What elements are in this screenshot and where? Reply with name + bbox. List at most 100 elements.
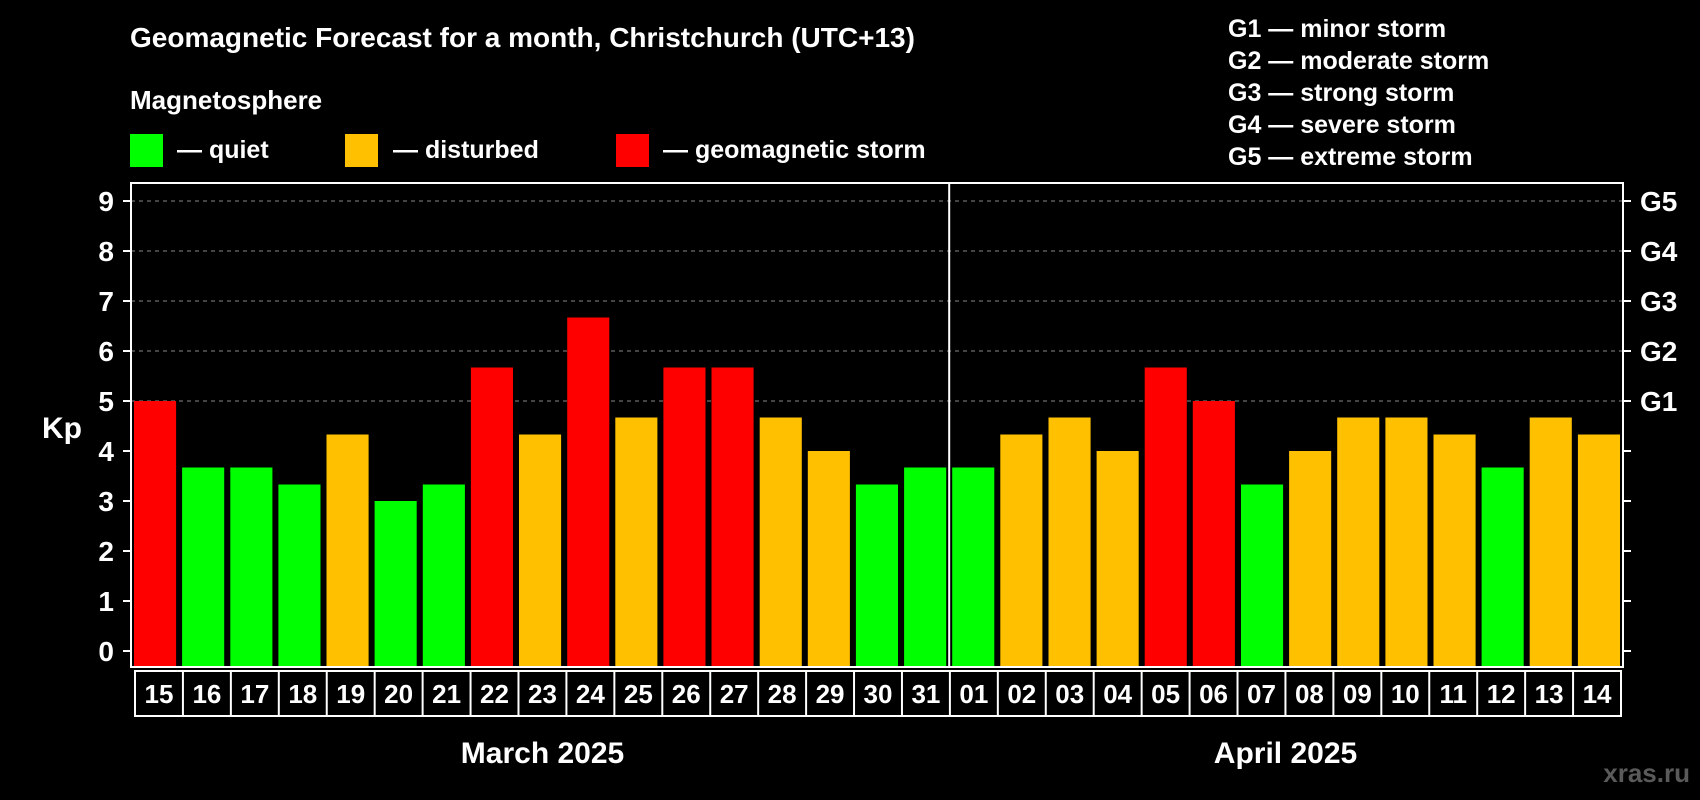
- chart-title: Geomagnetic Forecast for a month, Christ…: [130, 22, 915, 53]
- bar-day-16: [855, 484, 898, 667]
- y-tick-label-7: 7: [98, 286, 114, 317]
- bar-day-25: [1289, 451, 1332, 667]
- date-label-28: 11: [1439, 679, 1467, 709]
- storm-scale-g3: G3 — strong storm: [1228, 79, 1454, 107]
- bar-day-20: [1048, 417, 1091, 667]
- date-label-7: 21: [432, 679, 461, 709]
- y-tick-label-1: 1: [98, 586, 114, 617]
- bar-day-31: [1577, 434, 1620, 667]
- bar-day-13: [711, 367, 754, 667]
- date-label-8: 22: [480, 679, 509, 709]
- bar-day-22: [1144, 367, 1187, 667]
- y-tick-label-4: 4: [98, 436, 114, 467]
- date-label-30: 13: [1535, 679, 1564, 709]
- date-label-3: 17: [240, 679, 269, 709]
- storm-scale-g2: G2 — moderate storm: [1228, 47, 1489, 75]
- date-label-23: 06: [1199, 679, 1228, 709]
- bar-day-27: [1385, 417, 1428, 667]
- bar-day-4: [278, 484, 321, 667]
- bars: [134, 317, 1620, 667]
- bar-day-29: [1481, 467, 1524, 667]
- bar-day-3: [230, 467, 273, 667]
- date-label-25: 08: [1295, 679, 1324, 709]
- storm-scale-g1: G1 — minor storm: [1228, 15, 1446, 43]
- date-label-16: 30: [864, 679, 893, 709]
- date-label-4: 18: [288, 679, 317, 709]
- watermark: xras.ru: [1603, 758, 1690, 788]
- date-label-22: 05: [1151, 679, 1180, 709]
- month-label-march: March 2025: [461, 737, 624, 770]
- bar-day-2: [182, 467, 225, 667]
- bar-day-26: [1337, 417, 1380, 667]
- bar-day-17: [904, 467, 947, 667]
- date-label-19: 02: [1007, 679, 1036, 709]
- bar-day-30: [1529, 417, 1572, 667]
- date-label-17: 31: [911, 679, 940, 709]
- y-tick-label-5: 5: [98, 386, 114, 417]
- bar-day-7: [422, 484, 465, 667]
- date-label-27: 10: [1391, 679, 1420, 709]
- right-axis-label-g4: G4: [1640, 236, 1678, 267]
- bar-day-1: [134, 401, 177, 667]
- legend-heading: Magnetosphere: [130, 85, 322, 115]
- y-tick-label-9: 9: [98, 186, 114, 217]
- legend-swatch-storm: [616, 134, 649, 167]
- date-label-29: 12: [1487, 679, 1516, 709]
- storm-scale-g4: G4 — severe storm: [1228, 111, 1456, 139]
- date-label-2: 16: [192, 679, 221, 709]
- date-label-11: 25: [624, 679, 653, 709]
- y-tick-label-0: 0: [98, 636, 114, 667]
- bar-day-28: [1433, 434, 1476, 667]
- y-axis-label: Kp: [42, 412, 82, 445]
- y-tick-label-3: 3: [98, 486, 114, 517]
- y-tick-label-6: 6: [98, 336, 114, 367]
- right-axis-label-g2: G2: [1640, 336, 1677, 367]
- bar-day-19: [1000, 434, 1043, 667]
- bar-day-15: [807, 451, 850, 667]
- bar-day-10: [567, 317, 610, 667]
- date-label-9: 23: [528, 679, 557, 709]
- date-label-21: 04: [1103, 679, 1132, 709]
- bar-day-24: [1241, 484, 1284, 667]
- axes: 0 1 2 3 4 5 6 7 8 9 G1 G2 G3 G4 G5: [98, 182, 1678, 668]
- storm-scale-g5: G5 — extreme storm: [1228, 143, 1473, 171]
- date-label-13: 27: [720, 679, 749, 709]
- date-label-10: 24: [576, 679, 605, 709]
- date-label-1: 15: [145, 679, 174, 709]
- date-axis: 15 16 17 18 19 20 21 22 23 24 25 26 27 28 29 30 31 01 02 03…: [134, 670, 1622, 717]
- bar-day-8: [470, 367, 513, 667]
- legend-label-quiet: — quiet: [177, 136, 269, 164]
- date-label-26: 09: [1343, 679, 1372, 709]
- month-label-april: April 2025: [1214, 737, 1357, 770]
- y-tick-label-8: 8: [98, 236, 114, 267]
- date-label-5: 19: [336, 679, 365, 709]
- gridlines: [131, 200, 1623, 402]
- legend-label-storm: — geomagnetic storm: [663, 136, 926, 164]
- bar-day-12: [663, 367, 706, 667]
- bar-day-11: [615, 417, 658, 667]
- date-label-24: 07: [1247, 679, 1276, 709]
- right-axis-label-g1: G1: [1640, 386, 1677, 417]
- date-label-31: 14: [1583, 679, 1612, 709]
- date-label-12: 26: [672, 679, 701, 709]
- bar-day-18: [952, 467, 995, 667]
- date-label-20: 03: [1055, 679, 1084, 709]
- plot-frame: [130, 182, 1624, 668]
- bar-day-9: [519, 434, 562, 667]
- legend-swatch-quiet: [130, 134, 163, 167]
- bar-day-23: [1192, 401, 1235, 667]
- y-tick-label-2: 2: [98, 536, 114, 567]
- legend-swatch-disturbed: [345, 134, 378, 167]
- bar-day-6: [374, 501, 417, 667]
- date-label-14: 28: [768, 679, 797, 709]
- date-label-18: 01: [959, 679, 988, 709]
- bar-day-21: [1096, 451, 1139, 667]
- date-label-6: 20: [384, 679, 413, 709]
- date-label-15: 29: [816, 679, 845, 709]
- legend-label-disturbed: — disturbed: [393, 136, 539, 164]
- right-axis-label-g5: G5: [1640, 186, 1677, 217]
- bar-day-5: [326, 434, 369, 667]
- date-row-frame: [134, 670, 1622, 717]
- right-axis-label-g3: G3: [1640, 286, 1677, 317]
